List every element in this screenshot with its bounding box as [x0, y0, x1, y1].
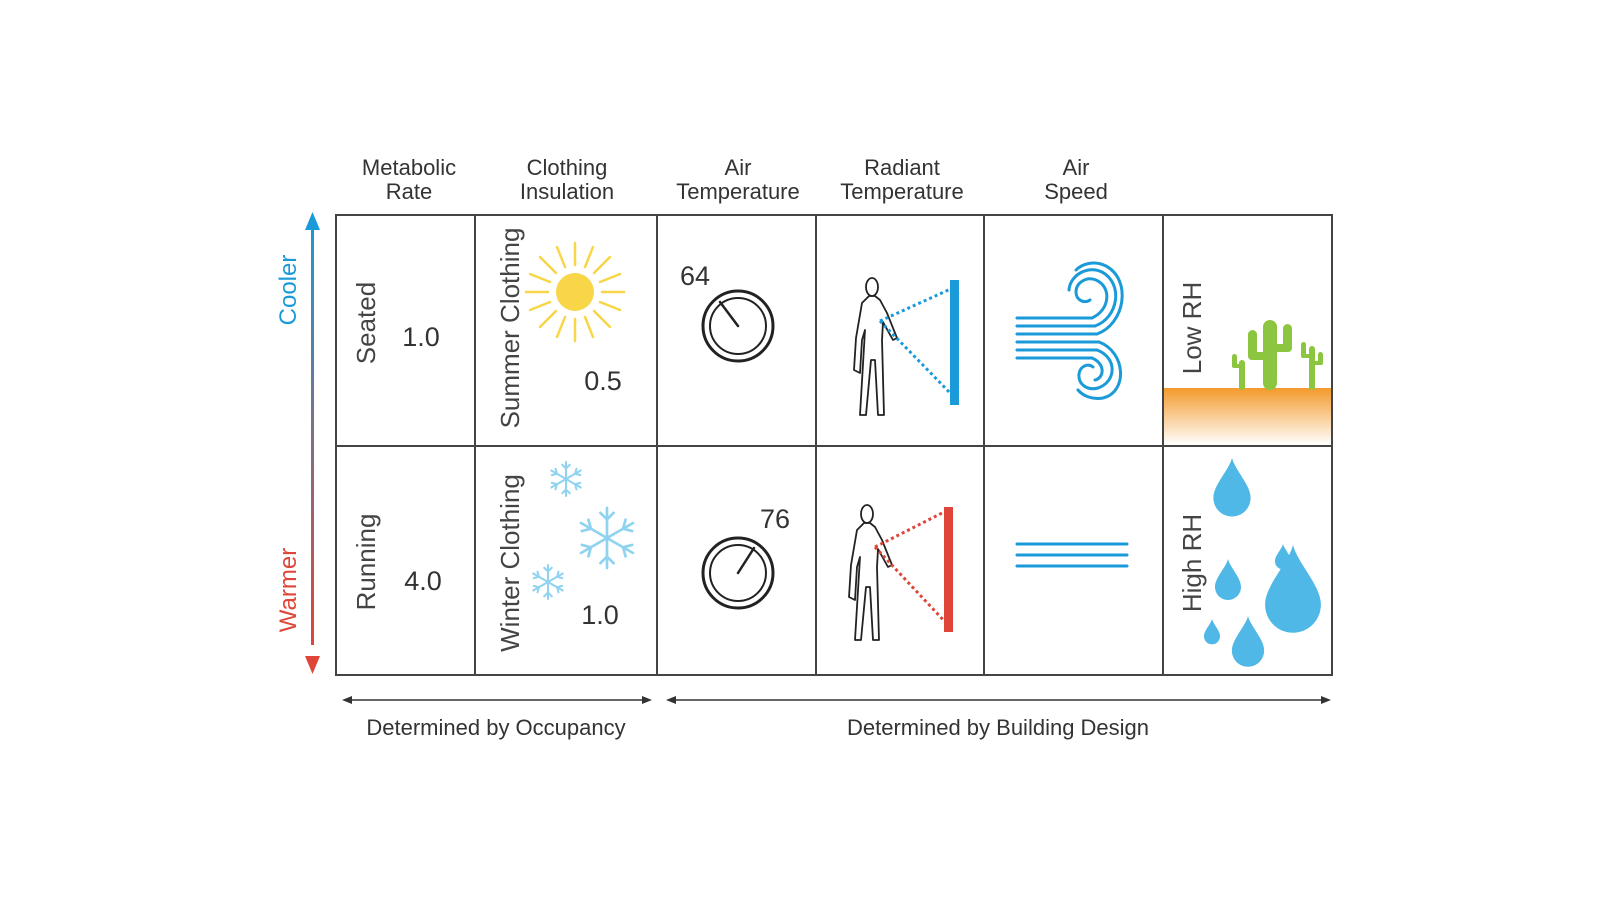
warm-panel-icon [944, 507, 953, 632]
column-headers: Metabolic Rate Clothing Insulation Air T… [362, 155, 1108, 204]
footer-occupancy-label: Determined by Occupancy [366, 715, 625, 740]
axis-arrow-down-icon [305, 656, 320, 674]
cooler-warmer-axis: Cooler Warmer [275, 212, 320, 674]
comfort-grid [335, 214, 1333, 676]
occupancy-span: Determined by Occupancy [342, 696, 652, 740]
header-air-temperature-line2: Temperature [676, 179, 800, 204]
wind-gust-icon [1015, 261, 1124, 400]
axis-arrow-up-icon [305, 212, 320, 230]
water-drops-icon [1203, 458, 1321, 667]
cell-clothing-winter: Winter Clothing 1.0 [495, 462, 636, 652]
arrow-right-icon [1321, 696, 1331, 704]
thermostat-dial-icon [701, 289, 775, 363]
cool-panel-icon [950, 280, 959, 405]
footer-building-label: Determined by Building Design [847, 715, 1149, 740]
header-air-temperature-line1: Air [725, 155, 752, 180]
thermostat-dial-icon [701, 536, 775, 610]
person-icon [848, 504, 893, 641]
sun-icon [524, 241, 626, 343]
header-radiant-temperature-line1: Radiant [864, 155, 940, 180]
cactus-icon [1232, 320, 1323, 390]
snowflake-large-icon [578, 508, 637, 568]
metabolic-value-seated: 1.0 [402, 322, 440, 352]
header-metabolic-rate-line2: Rate [386, 179, 432, 204]
humidity-label-low: Low RH [1177, 282, 1207, 374]
person-icon [853, 277, 898, 416]
snowflake-small-bottom-icon [531, 565, 564, 599]
cell-radiant-warm [848, 504, 953, 641]
snowflake-small-top-icon [549, 462, 582, 496]
building-design-span: Determined by Building Design [666, 696, 1331, 740]
header-radiant-temperature-line2: Temperature [840, 179, 964, 204]
cell-air-temperature-cool: 64 [680, 261, 775, 363]
header-metabolic-rate-line1: Metabolic [362, 155, 456, 180]
desert-ground [1164, 388, 1331, 445]
axis-line [311, 225, 314, 645]
metabolic-value-running: 4.0 [404, 566, 442, 596]
arrow-left-icon [666, 696, 676, 704]
cell-clothing-summer: Summer Clothing 0.5 [495, 228, 626, 429]
header-clothing-insulation-line2: Insulation [520, 179, 614, 204]
cell-metabolic-seated: Seated 1.0 [351, 282, 440, 364]
clo-value-winter: 1.0 [581, 600, 619, 630]
activity-label-seated: Seated [351, 282, 381, 364]
cell-radiant-cool [853, 277, 959, 416]
arrow-right-icon [642, 696, 652, 704]
header-air-speed-line2: Speed [1044, 179, 1108, 204]
cell-air-speed-low [1015, 542, 1129, 568]
air-temp-value-warm: 76 [760, 504, 790, 534]
air-temp-value-cool: 64 [680, 261, 710, 291]
axis-label-warmer: Warmer [275, 548, 302, 632]
clothing-label-winter: Winter Clothing [495, 474, 525, 652]
clo-value-summer: 0.5 [584, 366, 622, 396]
radiant-ray-lower [873, 545, 950, 627]
cell-humidity-low: Low RH [1164, 282, 1331, 445]
clothing-label-summer: Summer Clothing [495, 228, 525, 429]
radiant-ray-lower [878, 319, 957, 400]
radiant-ray-upper [874, 508, 949, 549]
axis-label-cooler: Cooler [275, 255, 302, 326]
cell-metabolic-running: Running 4.0 [351, 514, 442, 611]
header-air-speed-line1: Air [1063, 155, 1090, 180]
cell-air-speed-high [1015, 261, 1124, 400]
still-air-icon [1015, 542, 1129, 568]
radiant-ray-upper [879, 285, 956, 323]
header-clothing-insulation-line1: Clothing [527, 155, 608, 180]
cell-humidity-high: High RH [1177, 458, 1321, 667]
activity-label-running: Running [351, 514, 381, 611]
humidity-label-high: High RH [1177, 514, 1207, 612]
arrow-left-icon [342, 696, 352, 704]
cell-air-temperature-warm: 76 [701, 504, 790, 610]
